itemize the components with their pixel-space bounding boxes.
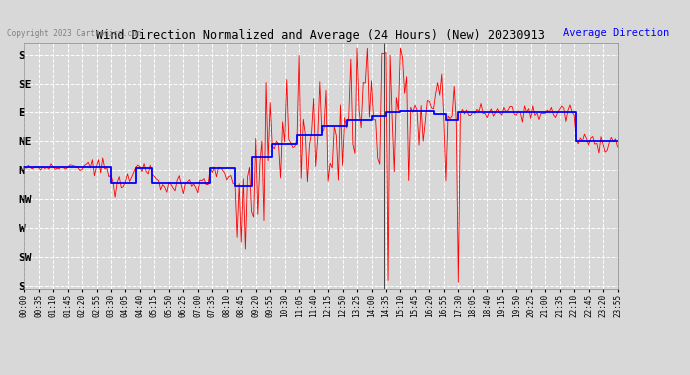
Text: Average Direction: Average Direction xyxy=(563,28,669,38)
Text: Copyright 2023 Cartronics.com: Copyright 2023 Cartronics.com xyxy=(7,28,141,38)
Title: Wind Direction Normalized and Average (24 Hours) (New) 20230913: Wind Direction Normalized and Average (2… xyxy=(97,29,545,42)
